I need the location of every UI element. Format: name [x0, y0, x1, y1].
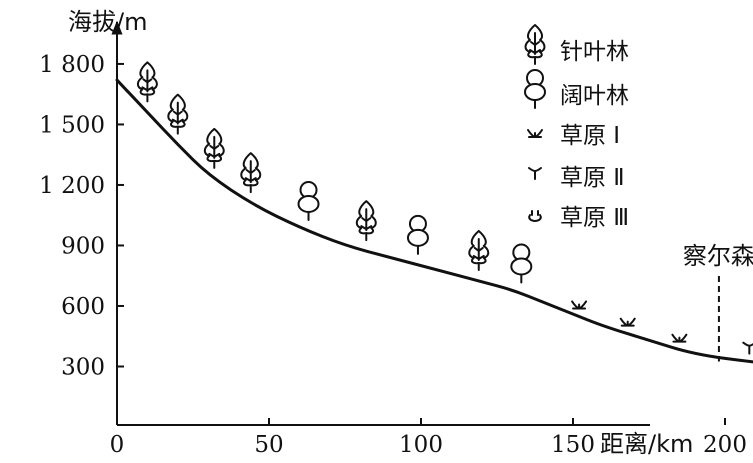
x-tick-label: 50 — [254, 432, 283, 458]
x-tick-label: 100 — [399, 432, 443, 458]
grassland1-glyph — [671, 333, 688, 343]
annotations: 察尔森平台 — [683, 242, 753, 362]
grassland1-marker — [619, 317, 636, 327]
legend-label: 阔叶林 — [560, 83, 629, 109]
needleleaf-marker — [167, 93, 189, 135]
grassland1-glyph — [571, 300, 588, 310]
legend-label: 草原 Ⅱ — [560, 165, 625, 191]
grassland1-marker — [571, 300, 588, 310]
y-tick-label: 1 200 — [39, 173, 105, 199]
grassland2-marker — [742, 341, 753, 355]
x-tick-label: 150 — [551, 432, 595, 458]
needleleaf-branches — [141, 69, 154, 93]
y-tick-label: 1 800 — [39, 52, 105, 78]
needleleaf-branches — [529, 32, 541, 55]
broadleaf-crown-bottom — [524, 83, 546, 101]
broadleaf-marker — [297, 180, 320, 221]
needleleaf-marker — [240, 152, 262, 194]
x-tick-label: 200 — [703, 432, 747, 458]
needleleaf-marker — [203, 127, 225, 169]
broadleaf-crown-bottom — [510, 257, 533, 276]
needleleaf-marker — [136, 61, 158, 103]
grassland2-glyph — [742, 341, 753, 355]
needleleaf-marker — [355, 200, 377, 242]
vegetation-markers — [136, 61, 753, 355]
needleleaf-branches — [472, 237, 485, 261]
needleleaf-marker — [468, 229, 490, 271]
x-tick-label: 0 — [110, 432, 125, 458]
grassland1-glyph — [527, 129, 543, 138]
legend-grassland2-icon — [528, 167, 542, 180]
legend-grassland1-icon — [527, 129, 543, 138]
broadleaf-marker — [406, 214, 429, 255]
y-tick-label: 900 — [61, 233, 105, 259]
legend-label: 草原 Ⅲ — [560, 205, 629, 231]
needleleaf-branches — [171, 101, 184, 125]
broadleaf-crown-bottom — [406, 228, 429, 247]
broadleaf-crown-bottom — [297, 194, 320, 213]
y-tick-label: 600 — [61, 294, 105, 320]
needleleaf-branches — [244, 160, 257, 184]
legend-label: 针叶林 — [560, 39, 629, 65]
needleleaf-branches — [360, 208, 373, 232]
y-axis-title: 海拔/m — [68, 8, 147, 36]
grassland3-glyph — [528, 210, 542, 222]
annotation-label: 察尔森 — [683, 242, 753, 270]
broadleaf-marker — [510, 243, 533, 284]
legend-needleleaf-icon — [524, 24, 546, 65]
y-tick-label: 300 — [61, 354, 105, 380]
grassland1-marker — [671, 333, 688, 343]
y-tick-label: 1 500 — [39, 112, 105, 138]
profile-layer — [115, 78, 753, 364]
grassland2-glyph — [528, 167, 542, 180]
x-axis-title: 距离/km — [600, 430, 693, 458]
legend-broadleaf-icon — [524, 69, 546, 109]
grassland1-glyph — [619, 317, 636, 327]
legend-label: 草原 Ⅰ — [560, 123, 620, 149]
needleleaf-branches — [208, 135, 221, 159]
legend-grassland3-icon — [528, 210, 542, 222]
elevation-profile-line — [115, 78, 753, 364]
